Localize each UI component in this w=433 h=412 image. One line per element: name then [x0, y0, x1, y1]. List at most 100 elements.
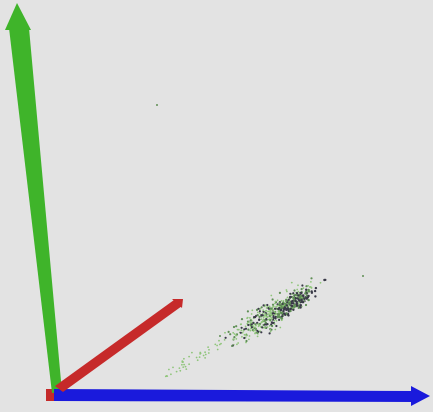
data-point	[216, 348, 219, 351]
data-point	[263, 326, 266, 329]
data-point	[223, 339, 226, 341]
data-point	[269, 309, 272, 312]
data-point	[254, 329, 257, 332]
data-point	[283, 312, 286, 315]
data-point	[168, 368, 170, 371]
data-point	[266, 306, 269, 308]
data-point	[218, 339, 220, 342]
data-point	[289, 307, 292, 311]
data-point	[297, 284, 299, 287]
data-point	[281, 315, 284, 318]
data-point	[270, 294, 273, 297]
data-point	[273, 311, 276, 313]
data-point	[274, 300, 277, 303]
data-point	[188, 363, 191, 366]
data-point	[313, 289, 317, 293]
data-point	[278, 306, 281, 310]
data-point	[232, 331, 235, 334]
data-point	[278, 291, 281, 294]
data-point	[299, 291, 302, 294]
data-point	[267, 313, 269, 315]
data-point	[240, 326, 243, 329]
data-point	[182, 366, 185, 368]
data-point	[246, 310, 249, 313]
data-point	[289, 292, 292, 295]
data-point	[244, 327, 248, 330]
data-point	[265, 315, 267, 317]
data-point	[198, 356, 201, 358]
data-point	[178, 367, 181, 369]
data-point	[247, 328, 250, 331]
data-point	[272, 308, 274, 311]
data-point	[247, 323, 250, 327]
data-point	[300, 300, 304, 303]
data-point	[242, 329, 245, 332]
data-point	[310, 286, 313, 289]
data-point	[288, 304, 290, 307]
data-point	[298, 296, 301, 299]
data-point	[195, 356, 198, 359]
data-point	[362, 275, 364, 277]
data-point	[252, 326, 255, 328]
data-point	[207, 352, 210, 354]
data-point	[275, 324, 278, 328]
data-point	[258, 315, 261, 318]
data-point	[204, 357, 207, 359]
data-point	[285, 300, 288, 303]
data-point	[262, 310, 265, 313]
data-point	[306, 296, 309, 299]
data-point	[181, 360, 184, 363]
data-point	[277, 313, 281, 316]
data-point	[288, 301, 292, 305]
data-point	[299, 294, 302, 297]
data-point	[268, 324, 271, 327]
data-point	[262, 309, 265, 312]
data-point	[285, 312, 288, 315]
data-point	[314, 286, 318, 290]
data-point	[271, 324, 274, 328]
data-point	[170, 373, 172, 376]
data-point	[175, 370, 178, 373]
data-point	[282, 300, 285, 302]
data-point	[271, 303, 275, 306]
data-point	[266, 316, 269, 319]
data-point	[181, 363, 183, 366]
data-point	[294, 293, 297, 297]
y-axis-arrow[interactable]	[5, 3, 62, 393]
data-point	[254, 326, 257, 329]
data-point	[254, 316, 257, 319]
data-point	[247, 321, 250, 324]
data-point	[261, 320, 264, 323]
data-point	[252, 330, 255, 332]
data-point	[256, 314, 259, 317]
data-point	[269, 330, 272, 333]
data-point	[251, 309, 254, 312]
data-point	[280, 304, 283, 307]
data-point	[196, 359, 199, 362]
data-point	[241, 331, 244, 334]
data-point	[185, 368, 188, 370]
data-point	[237, 342, 240, 344]
data-point	[273, 319, 276, 322]
data-point	[282, 309, 285, 313]
data-point	[235, 338, 238, 340]
z-axis-shaft	[54, 389, 414, 402]
data-point	[271, 312, 274, 315]
data-point	[236, 343, 238, 346]
data-point	[257, 323, 259, 325]
z-axis-arrow[interactable]	[54, 386, 430, 406]
data-point	[263, 314, 266, 317]
data-point	[269, 328, 272, 331]
data-point	[239, 323, 242, 326]
data-point	[219, 335, 221, 337]
data-point	[279, 326, 282, 329]
data-point	[280, 319, 283, 322]
data-point	[272, 305, 275, 308]
data-point	[271, 317, 274, 320]
x-axis-arrow[interactable]	[55, 299, 183, 392]
data-point	[299, 304, 302, 307]
data-point	[275, 312, 278, 315]
data-point	[298, 299, 301, 302]
